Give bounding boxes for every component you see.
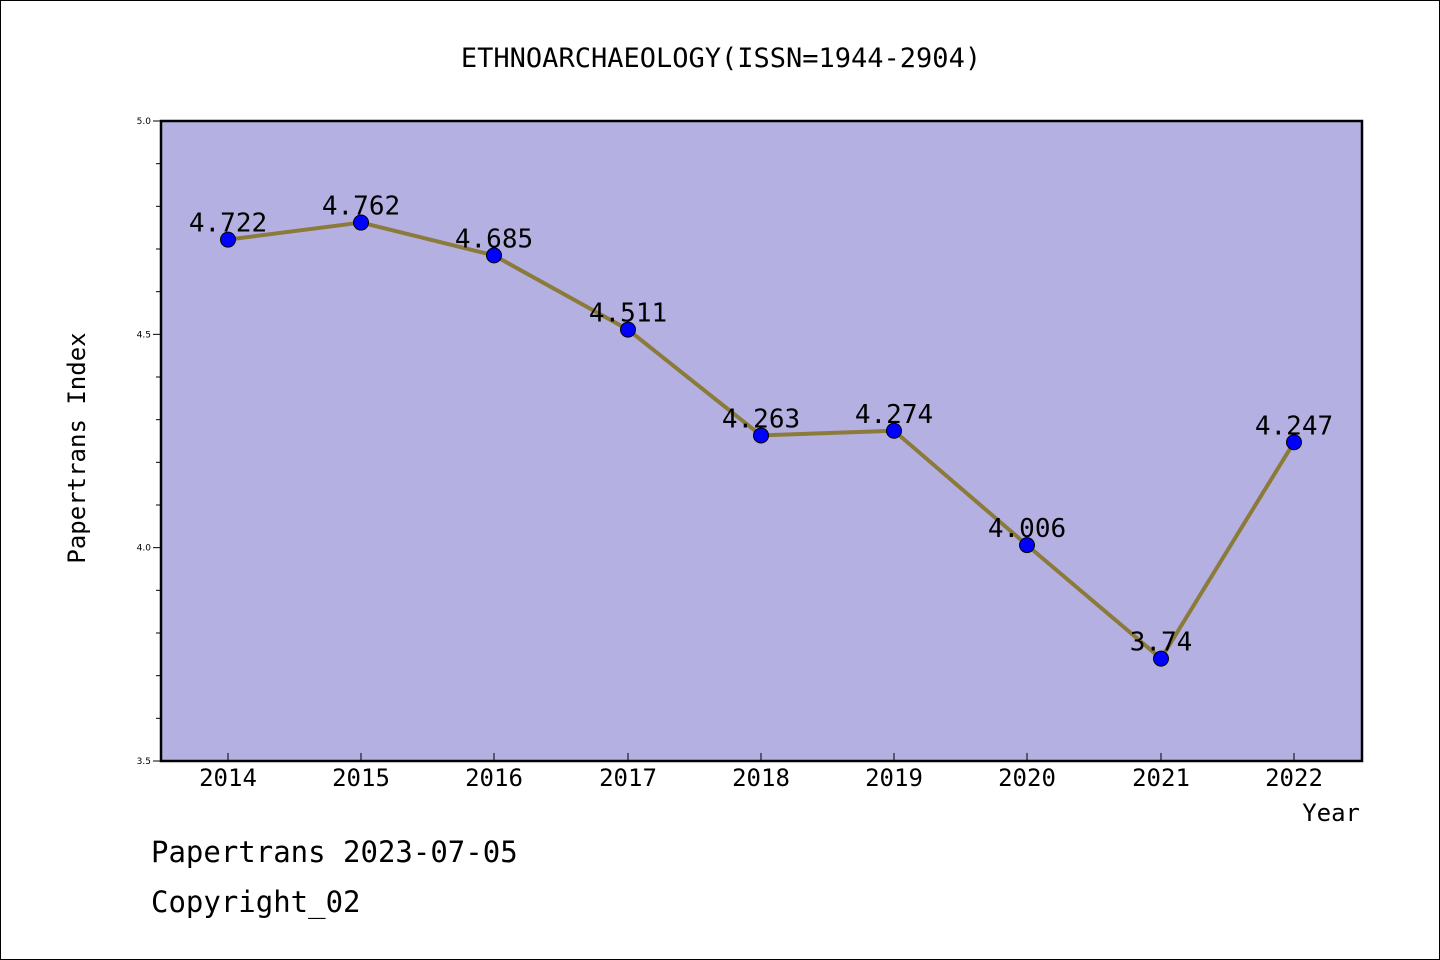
footer-copyright: Copyright_02 — [151, 885, 361, 919]
plot-border — [159, 119, 1364, 763]
x-tick-label: 2018 — [732, 764, 790, 792]
data-point — [486, 247, 502, 264]
series-markers — [220, 214, 1302, 667]
y-tick-label: 4.5 — [137, 330, 151, 340]
data-point — [353, 214, 369, 231]
x-axis: 2014 2015 2016 2017 2018 2019 2020 2021 2022 — [199, 753, 1323, 792]
data-label: 4.685 — [455, 224, 533, 254]
data-point — [1286, 434, 1302, 451]
data-point — [1019, 537, 1035, 554]
data-label: 4.247 — [1255, 411, 1333, 441]
data-label: 4.006 — [988, 514, 1066, 544]
footer-date: Papertrans 2023-07-05 — [151, 835, 518, 869]
data-point — [620, 321, 636, 338]
data-label: 4.274 — [855, 400, 933, 430]
y-axis: 3.5 4.0 4.5 5.0 — [137, 117, 161, 767]
data-point — [886, 422, 902, 439]
x-tick-label: 2022 — [1265, 764, 1323, 792]
data-point — [220, 231, 236, 248]
x-tick-label: 2019 — [865, 764, 923, 792]
data-label: 4.263 — [722, 404, 800, 434]
y-tick-label: 4.0 — [137, 544, 152, 554]
data-point — [1153, 650, 1169, 667]
y-tick-label: 5.0 — [137, 117, 152, 127]
data-point — [753, 427, 769, 444]
data-label: 4.722 — [189, 209, 267, 239]
x-tick-label: 2020 — [998, 764, 1056, 792]
y-tick-label: 3.5 — [137, 757, 151, 767]
data-label: 4.762 — [322, 192, 400, 222]
data-labels: 4.722 4.762 4.685 4.511 4.263 4.274 4.006 3.74 4… — [189, 192, 1333, 658]
x-tick-label: 2021 — [1132, 764, 1190, 792]
chart-title: ETHNOARCHAEOLOGY(ISSN=1944-2904) — [461, 43, 981, 74]
y-axis-label: Papertrans Index — [63, 332, 91, 563]
x-tick-label: 2015 — [332, 764, 390, 792]
x-tick-label: 2017 — [599, 764, 657, 792]
x-tick-label: 2014 — [199, 764, 257, 792]
data-label: 3.74 — [1130, 628, 1193, 658]
x-tick-label: 2016 — [465, 764, 523, 792]
x-axis-label: Year — [1302, 799, 1360, 827]
data-label: 4.511 — [589, 299, 667, 329]
